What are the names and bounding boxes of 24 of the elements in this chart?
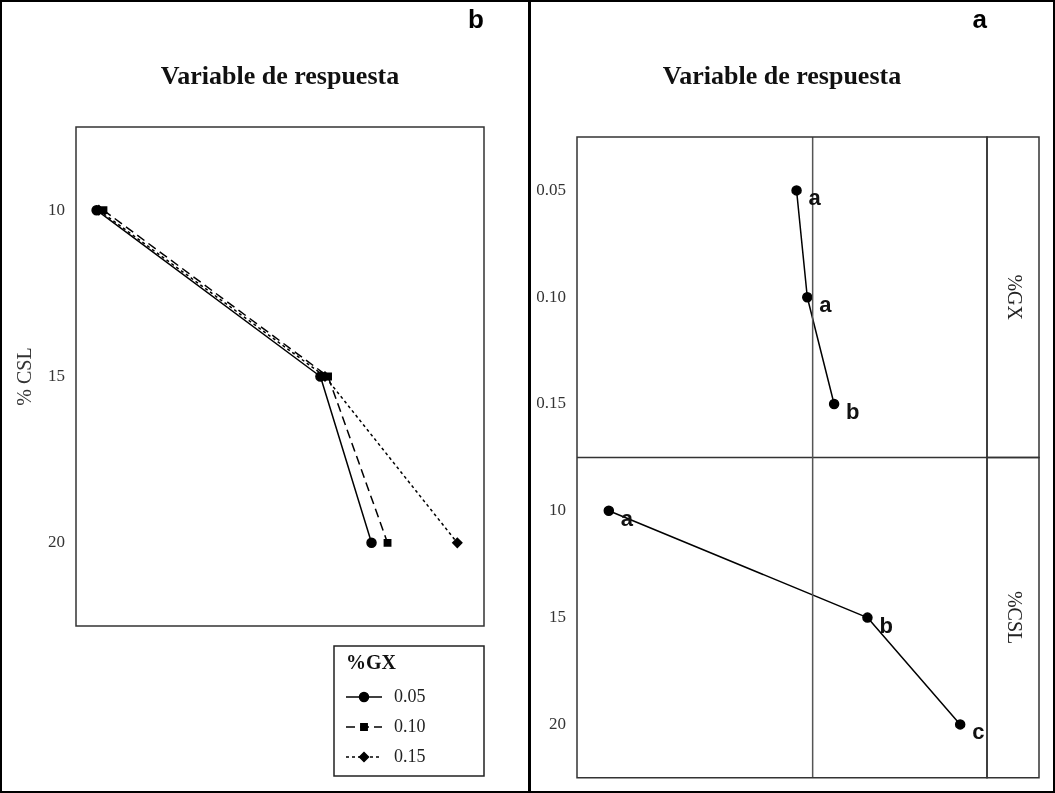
x-axis-title: Variable de respuesta [160,61,400,91]
y-tick-label: 15 [48,365,65,385]
y-tick-label: 0.10 [536,286,566,306]
y-tick-label: 10 [549,500,566,520]
text: %CSL [1003,590,1026,645]
y-tick-label: 20 [549,713,566,733]
y-tick-label: 0.05 [536,179,566,199]
annotation: a [819,292,833,318]
chart-title: a [972,4,988,35]
annotation: b [879,612,893,638]
y-tick-label: 15 [549,607,566,627]
annotation: c [972,719,985,745]
legend-label: 0.10 [394,715,426,736]
y-tick-label: 0.15 [536,393,566,413]
y-tick-label: 10 [48,199,65,219]
legend-label: 0.05 [394,685,426,706]
legend-title: %GX [346,651,397,674]
y-tick-label: 20 [48,532,65,552]
legend-label: 0.15 [394,745,426,766]
y-axis-title: % CSL [13,347,36,406]
x-axis-title: Variable de respuesta [662,61,902,91]
chart-title: b [468,4,484,35]
annotation: b [846,399,860,425]
text: %GX [1003,274,1026,321]
